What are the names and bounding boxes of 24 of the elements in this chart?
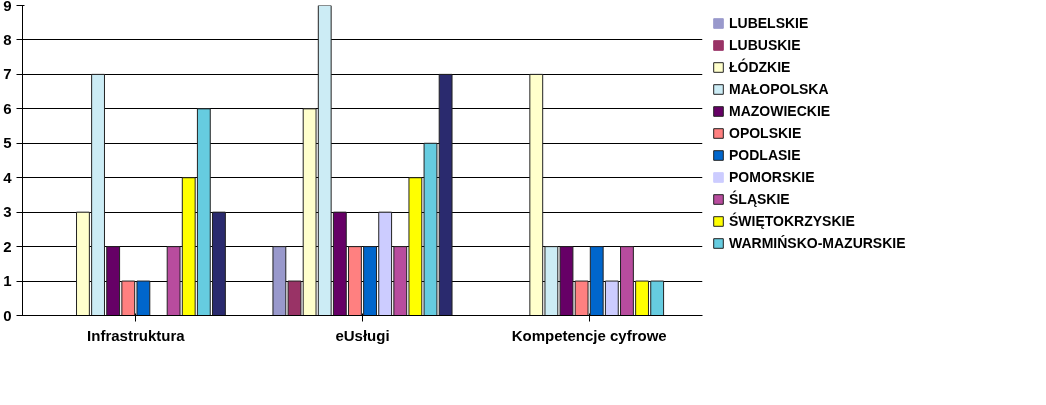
legend-label: PODLASIE: [729, 147, 801, 163]
x-tick-label: eUsługi: [335, 326, 390, 344]
legend-label: OPOLSKIE: [729, 125, 802, 141]
y-tick-label: 5: [3, 134, 12, 152]
legend-label: POMORSKIE: [729, 169, 815, 185]
y-tick-label: 2: [3, 237, 12, 255]
legend-label: ŚLĄSKIE: [729, 191, 790, 207]
legend-label: ŚWIĘTOKRZYSKIE: [729, 213, 855, 229]
y-tick-label: 0: [3, 306, 12, 324]
y-tick-label: 6: [3, 99, 12, 117]
x-tick-label: Kompetencje cyfrowe: [511, 326, 667, 344]
legend-label: LUBELSKIE: [729, 15, 809, 31]
y-tick-label: 9: [3, 0, 12, 14]
legend-label: WARMIŃSKO-MAZURSKIE: [729, 235, 906, 251]
x-tick-label: Infrastruktura: [87, 326, 186, 344]
y-tick-label: 7: [3, 65, 12, 83]
legend-label: MAŁOPOLSKA: [729, 81, 829, 97]
y-tick-label: 1: [3, 272, 12, 290]
y-tick-label: 8: [3, 30, 12, 48]
y-tick-label: 3: [3, 203, 12, 221]
legend-label: MAZOWIECKIE: [729, 103, 831, 119]
legend-label: ŁÓDZKIE: [729, 59, 791, 75]
legend-label: LUBUSKIE: [729, 37, 801, 53]
y-tick-label: 4: [3, 168, 13, 186]
